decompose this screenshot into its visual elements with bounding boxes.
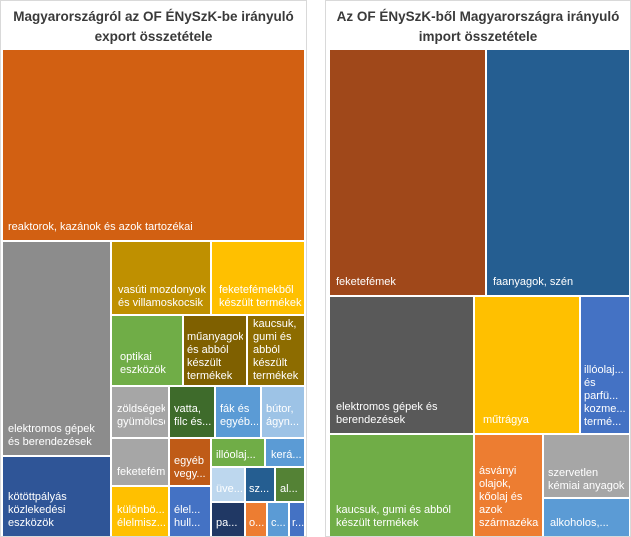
treemap-tile: elektromos gépek és berendezések	[3, 242, 110, 455]
treemap-tile: zöldségek, gyümölcsök	[112, 387, 168, 437]
treemap-tile-label: r...	[292, 517, 304, 529]
treemap-tile-label: egyéb vegy...	[174, 455, 206, 480]
treemap-tile: o...	[246, 503, 266, 536]
treemap-tile-label: illóolaj...	[216, 449, 256, 461]
export-chart-title: Magyarországról az OF ÉNySzK-be irányuló…	[1, 7, 306, 47]
treemap-tile: egyéb vegy...	[170, 439, 210, 485]
import-chart-title-line2: import összetétele	[418, 29, 538, 44]
treemap-tile: szervetlen kémiai anyagok	[544, 435, 629, 497]
treemap-tile: üve...	[212, 468, 244, 501]
treemap-tile-label: faanyagok, szén	[493, 276, 574, 288]
treemap-tile-label: élel... hull...	[174, 504, 201, 529]
export-chart-panel: Magyarországról az OF ÉNySzK-be irányuló…	[0, 0, 307, 537]
treemap-tile: reaktorok, kazánok és azok tartozékai	[3, 50, 304, 240]
treemap-tile: vasúti mozdonyok és villamoskocsik	[112, 242, 210, 314]
treemap-tile: műanyagok és abból készült termékek	[184, 316, 246, 385]
treemap-tile: faanyagok, szén	[487, 50, 629, 295]
treemap-tile: feketefémekből készült termékek	[212, 242, 304, 314]
treemap-tile-label: feketefémek	[117, 466, 165, 478]
treemap-tile-label: feketefémek	[336, 276, 396, 288]
treemap-tile-label: kötöttpályás közlekedési eszközök	[8, 491, 67, 529]
treemap-tile-label: műanyagok és abból készült termékek	[187, 331, 243, 382]
treemap-tile-label: optikai eszközök	[120, 351, 166, 376]
treemap-tile-label: elektromos gépek és berendezések	[8, 423, 95, 448]
treemap-tile-label: reaktorok, kazánok és azok tartozékai	[8, 221, 193, 233]
treemap-tile-label: pa...	[216, 517, 238, 529]
treemap-tile-label: ásványi olajok, kőolaj és azok származék…	[479, 465, 539, 529]
treemap-tile: különbö... élelmisz...	[112, 487, 168, 536]
treemap-tile-label: alkoholos,...	[550, 517, 609, 529]
export-chart-title-line1: Magyarországról az OF ÉNySzK-be irányuló	[13, 9, 294, 24]
treemap-tile: vatta, filc és...	[170, 387, 214, 437]
export-chart-title-line2: export összetétele	[94, 29, 213, 44]
treemap-tile-label: c...	[271, 517, 286, 529]
treemap-tile-label: kaucsuk, gumi és abból készült termékek	[253, 318, 299, 382]
treemap-tile: optikai eszközök	[112, 316, 182, 385]
treemap-tile-label: al...	[280, 483, 298, 495]
treemap-tile: illóolaj...	[212, 439, 264, 466]
treemap-tile: r...	[290, 503, 304, 536]
treemap-tile: feketefémek	[112, 439, 168, 485]
treemap-tile-label: kaucsuk, gumi és abból készült termékek	[336, 504, 451, 529]
treemap-tile-label: vatta, filc és...	[174, 403, 212, 428]
treemap-tile: fák és egyéb...	[216, 387, 260, 437]
treemap-tile: alkoholos,...	[544, 499, 629, 536]
treemap-tile: kaucsuk, gumi és abból készült termékek	[248, 316, 304, 385]
import-chart-panel: Az OF ÉNySzK-ből Magyarországra irányuló…	[325, 0, 631, 537]
treemap-tile: illóolaj... és parfü... kozme... termé..…	[581, 297, 629, 433]
treemap-tile-label: kerá...	[271, 449, 302, 461]
treemap-tile-label: üve...	[216, 483, 243, 495]
treemap-tile-label: feketefémekből készült termékek	[219, 284, 302, 309]
import-chart-title-line1: Az OF ÉNySzK-ből Magyarországra irányuló	[336, 9, 620, 24]
treemap-tile-label: elektromos gépek és berendezések	[336, 401, 438, 426]
treemap-tile-label: szervetlen kémiai anyagok	[548, 467, 625, 492]
treemap-tile: pa...	[212, 503, 244, 536]
treemap-tile-label: műtrágya	[483, 414, 529, 426]
treemap-tile-label: bútor, ágyn...	[266, 403, 300, 428]
treemap-tile: kötöttpályás közlekedési eszközök	[3, 457, 110, 536]
treemap-tile: c...	[268, 503, 288, 536]
treemap-tile: sz...	[246, 468, 274, 501]
treemap-tile-label: fák és egyéb...	[220, 403, 258, 428]
treemap-tile: élel... hull...	[170, 487, 210, 536]
treemap-tile: kaucsuk, gumi és abból készült termékek	[330, 435, 473, 536]
treemap-tile-label: különbö... élelmisz...	[117, 504, 165, 529]
treemap-tile: műtrágya	[475, 297, 579, 433]
treemap-tile: kerá...	[266, 439, 304, 466]
import-chart-title: Az OF ÉNySzK-ből Magyarországra irányuló…	[326, 7, 630, 47]
treemap-tile-label: illóolaj... és parfü... kozme... termé..…	[584, 364, 626, 428]
treemap-tile: feketefémek	[330, 50, 485, 295]
treemap-tile: ásványi olajok, kőolaj és azok származék…	[475, 435, 542, 536]
treemap-tile: al...	[276, 468, 304, 501]
treemap-tile-label: sz...	[249, 483, 270, 495]
treemap-tile-label: zöldségek, gyümölcsök	[117, 403, 165, 428]
treemap-tile-label: vasúti mozdonyok és villamoskocsik	[118, 284, 207, 309]
treemap-tile: bútor, ágyn...	[262, 387, 304, 437]
treemap-tile-label: o...	[249, 517, 265, 529]
treemap-tile: elektromos gépek és berendezések	[330, 297, 473, 433]
